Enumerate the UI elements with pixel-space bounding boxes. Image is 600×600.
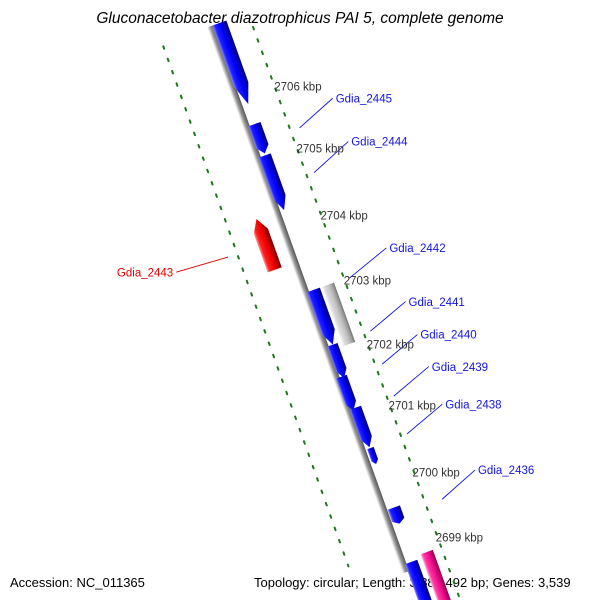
svg-text:2700 kbp: 2700 kbp bbox=[412, 467, 459, 479]
svg-text:Gdia_2443: Gdia_2443 bbox=[117, 267, 173, 279]
svg-text:2702 kbp: 2702 kbp bbox=[367, 339, 414, 351]
svg-text:Gdia_2442: Gdia_2442 bbox=[389, 243, 445, 255]
svg-text:2703 kbp: 2703 kbp bbox=[344, 275, 391, 287]
svg-text:Gdia_2438: Gdia_2438 bbox=[445, 399, 501, 411]
svg-text:2699 kbp: 2699 kbp bbox=[436, 532, 483, 544]
svg-text:Gdia_2439: Gdia_2439 bbox=[432, 362, 488, 374]
svg-text:Gdia_2444: Gdia_2444 bbox=[351, 137, 408, 149]
svg-text:Gdia_2440: Gdia_2440 bbox=[420, 330, 476, 342]
svg-text:2704 kbp: 2704 kbp bbox=[320, 210, 367, 222]
svg-text:Gdia_2436: Gdia_2436 bbox=[478, 465, 534, 477]
svg-text:2705 kbp: 2705 kbp bbox=[297, 144, 344, 156]
svg-text:Gdia_2441: Gdia_2441 bbox=[409, 297, 465, 309]
svg-text:2701 kbp: 2701 kbp bbox=[389, 401, 436, 413]
svg-text:Gdia_2445: Gdia_2445 bbox=[336, 93, 392, 105]
svg-text:2706 kbp: 2706 kbp bbox=[274, 81, 321, 93]
